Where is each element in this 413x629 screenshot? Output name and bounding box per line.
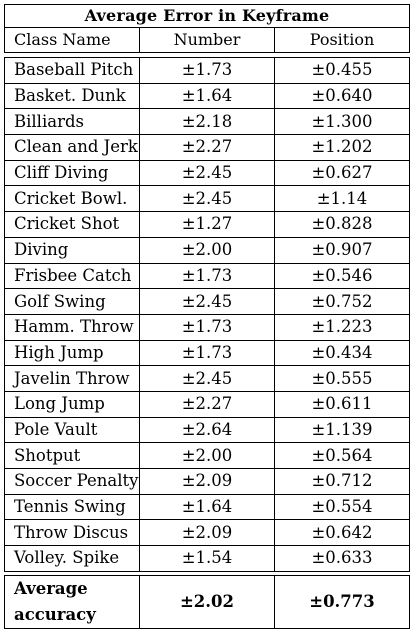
number-cell: ±1.73 [139, 262, 275, 290]
position-cell: ±0.640 [274, 82, 410, 110]
class-name-cell: Billiards [4, 108, 140, 136]
position-cell: ±0.455 [274, 57, 410, 84]
class-name-cell: Volley. Spike [4, 545, 140, 572]
header-separator [4, 52, 410, 58]
class-name-cell: Basket. Dunk [4, 82, 140, 110]
class-name-cell: Long Jump [4, 390, 140, 418]
position-cell: ±0.546 [274, 262, 410, 290]
class-name-cell: Soccer Penalty [4, 468, 140, 495]
number-cell: ±2.00 [139, 236, 275, 264]
number-cell: ±1.54 [139, 545, 275, 572]
position-cell: ±0.907 [274, 236, 410, 264]
table-row: Tennis Swing ±1.64 ±0.554 [4, 493, 410, 521]
header-class-name: Class Name [4, 27, 140, 53]
table-row: Baseball Pitch ±1.73 ±0.455 [4, 57, 410, 84]
position-cell: ±0.554 [274, 493, 410, 521]
table-row: Cricket Shot ±1.27 ±0.828 [4, 211, 410, 238]
number-cell: ±2.45 [139, 365, 275, 392]
average-number: ±2.02 [139, 574, 275, 629]
position-cell: ±1.223 [274, 313, 410, 341]
position-cell: ±1.300 [274, 108, 410, 136]
position-cell: ±0.633 [274, 545, 410, 572]
position-cell: ±0.752 [274, 288, 410, 315]
table-row: Cricket Bowl. ±2.45 ±1.14 [4, 185, 410, 213]
table-row: Frisbee Catch ±1.73 ±0.546 [4, 262, 410, 290]
class-name-cell: Hamm. Throw [4, 313, 140, 341]
table-row: Hamm. Throw ±1.73 ±1.223 [4, 313, 410, 341]
class-name-cell: Cricket Shot [4, 211, 140, 238]
class-name-cell: Frisbee Catch [4, 262, 140, 290]
class-name-cell: Golf Swing [4, 288, 140, 315]
class-name-cell: Baseball Pitch [4, 57, 140, 84]
average-row: Average accuracy ±2.02 ±0.773 [4, 574, 410, 629]
position-cell: ±0.611 [274, 390, 410, 418]
average-label: Average accuracy [4, 574, 140, 629]
class-name-cell: Javelin Throw [4, 365, 140, 392]
number-cell: ±2.45 [139, 159, 275, 187]
number-cell: ±2.27 [139, 134, 275, 161]
table-row: Basket. Dunk ±1.64 ±0.640 [4, 82, 410, 110]
results-table: Average Error in Keyframe Class Name Num… [4, 4, 410, 629]
table-row: Diving ±2.00 ±0.907 [4, 236, 410, 264]
number-cell: ±2.09 [139, 519, 275, 547]
header-position: Position [274, 27, 410, 53]
position-cell: ±0.712 [274, 468, 410, 495]
position-cell: ±1.139 [274, 416, 410, 444]
class-name-cell: Cliff Diving [4, 159, 140, 187]
class-name-cell: Throw Discus [4, 519, 140, 547]
table-row: Soccer Penalty ±2.09 ±0.712 [4, 468, 410, 495]
number-cell: ±1.73 [139, 57, 275, 84]
table-row: High Jump ±1.73 ±0.434 [4, 339, 410, 367]
number-cell: ±1.64 [139, 493, 275, 521]
table-title: Average Error in Keyframe [4, 4, 410, 28]
number-cell: ±2.45 [139, 288, 275, 315]
class-name-cell: Shotput [4, 442, 140, 469]
table-row: Billiards ±2.18 ±1.300 [4, 108, 410, 136]
header-row: Class Name Number Position [4, 27, 410, 53]
class-name-cell: Pole Vault [4, 416, 140, 444]
position-cell: ±1.14 [274, 185, 410, 213]
keyframe-error-table: Average Error in Keyframe Class Name Num… [4, 4, 410, 629]
table-row: Pole Vault ±2.64 ±1.139 [4, 416, 410, 444]
number-cell: ±2.18 [139, 108, 275, 136]
position-cell: ±1.202 [274, 134, 410, 161]
number-cell: ±2.00 [139, 442, 275, 469]
position-cell: ±0.564 [274, 442, 410, 469]
position-cell: ±0.642 [274, 519, 410, 547]
table-row: Golf Swing ±2.45 ±0.752 [4, 288, 410, 315]
class-name-cell: Diving [4, 236, 140, 264]
number-cell: ±1.27 [139, 211, 275, 238]
number-cell: ±1.64 [139, 82, 275, 110]
table-row: Volley. Spike ±1.54 ±0.633 [4, 545, 410, 572]
table-body: Baseball Pitch ±1.73 ±0.455 Basket. Dunk ±1.… [4, 57, 410, 572]
position-cell: ±0.555 [274, 365, 410, 392]
number-cell: ±1.73 [139, 313, 275, 341]
position-cell: ±0.434 [274, 339, 410, 367]
table-row: Cliff Diving ±2.45 ±0.627 [4, 159, 410, 187]
header-number: Number [139, 27, 275, 53]
average-position: ±0.773 [274, 574, 410, 629]
class-name-cell: Clean and Jerk [4, 134, 140, 161]
number-cell: ±2.09 [139, 468, 275, 495]
table-row: Throw Discus ±2.09 ±0.642 [4, 519, 410, 547]
number-cell: ±1.73 [139, 339, 275, 367]
class-name-cell: Cricket Bowl. [4, 185, 140, 213]
position-cell: ±0.828 [274, 211, 410, 238]
number-cell: ±2.27 [139, 390, 275, 418]
number-cell: ±2.64 [139, 416, 275, 444]
class-name-cell: High Jump [4, 339, 140, 367]
number-cell: ±2.45 [139, 185, 275, 213]
table-row: Javelin Throw ±2.45 ±0.555 [4, 365, 410, 392]
position-cell: ±0.627 [274, 159, 410, 187]
table-row: Long Jump ±2.27 ±0.611 [4, 390, 410, 418]
table-row: Clean and Jerk ±2.27 ±1.202 [4, 134, 410, 161]
table-row: Shotput ±2.00 ±0.564 [4, 442, 410, 469]
class-name-cell: Tennis Swing [4, 493, 140, 521]
